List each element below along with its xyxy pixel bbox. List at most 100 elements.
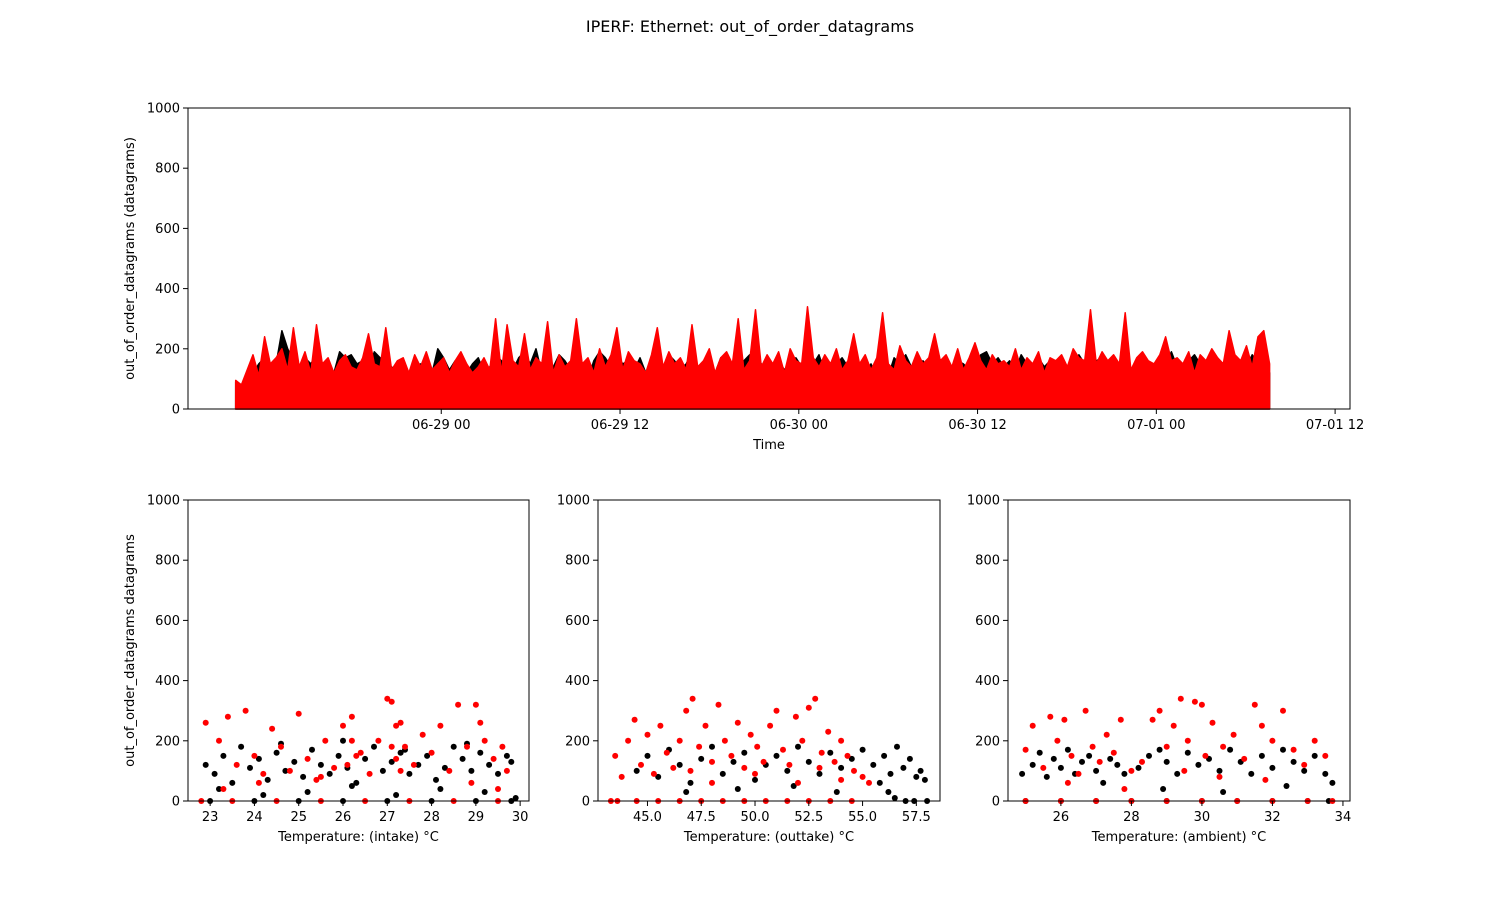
series-0-point	[917, 767, 924, 774]
series-1-point	[1022, 746, 1029, 753]
series-1-point	[495, 786, 501, 792]
series-1-point	[202, 719, 209, 726]
y-tick-label: 400	[565, 674, 590, 689]
series-1-point	[851, 767, 857, 774]
series-1-point	[752, 770, 758, 777]
series-0-point	[644, 752, 651, 759]
series-0-point	[676, 761, 683, 768]
series-1-point	[1216, 773, 1223, 780]
series-0-point	[1174, 770, 1181, 777]
series-1-point	[1064, 779, 1071, 786]
series-1-point	[644, 731, 651, 738]
series-0-point	[1258, 752, 1265, 759]
series-1-point	[260, 770, 267, 777]
figure-title: IPERF: Ethernet: out_of_order_datagrams	[586, 17, 914, 37]
series-0-point	[1064, 746, 1071, 753]
axes-frame	[187, 107, 1351, 410]
series-1-point	[393, 755, 400, 762]
x-tick-label: 06-29 00	[412, 418, 470, 433]
series-1-point	[1311, 737, 1318, 744]
series-0-point	[848, 755, 855, 762]
x-tick-label: 52.5	[794, 810, 823, 825]
series-0-point	[353, 779, 360, 786]
series-1-point	[702, 722, 709, 729]
series-1-point	[831, 758, 838, 765]
series-1-point	[650, 770, 657, 777]
series-1-point	[388, 743, 395, 750]
series-1-point	[786, 761, 793, 768]
series-1-point	[618, 773, 625, 780]
series-1-point	[1121, 786, 1128, 792]
series-0-point	[1248, 770, 1255, 777]
series-0-point	[790, 783, 797, 789]
x-axis-label: Temperature: (outtake) °C	[683, 830, 854, 845]
series-1-point	[1181, 767, 1188, 774]
x-tick-label: 06-30 00	[770, 418, 828, 433]
series-0-point	[415, 761, 422, 768]
series-1-point	[1280, 707, 1286, 714]
x-tick-label: 23	[202, 810, 219, 825]
series-0-point	[1311, 752, 1318, 759]
x-tick-label: 28	[423, 810, 440, 825]
series-1-point	[397, 767, 404, 774]
series-1-point	[1054, 737, 1061, 744]
series-0-point	[220, 752, 227, 759]
series-0-point	[388, 758, 395, 765]
timeseries-panel: 0 200 400 600 800 1000 06-29 00 06-29 12 06-30 0…	[123, 102, 1364, 454]
series-0-point	[1280, 746, 1286, 753]
series-0-point	[870, 761, 877, 768]
series-0-point	[687, 779, 694, 786]
series-0-point	[1019, 770, 1026, 777]
series-1-point	[734, 719, 741, 726]
series-1-point	[1096, 758, 1103, 765]
series-0-point	[913, 773, 920, 780]
scatter-outtake-panel: 0 200 400 600 800 1000 45.0 47.5 50.0 52.5 55.0 57.…	[557, 494, 941, 845]
series-0-point	[216, 786, 222, 792]
series-0-point	[734, 786, 741, 792]
series-0-point	[481, 789, 488, 795]
y-tick-label: 800	[565, 554, 590, 569]
series-0-point	[229, 779, 236, 786]
series-1-point	[490, 755, 497, 762]
series-1-point	[1139, 758, 1145, 765]
series-0-point	[304, 789, 311, 795]
series-0-point	[1290, 758, 1297, 765]
series-0-point	[247, 764, 253, 771]
series-0-point	[805, 758, 812, 765]
series-1-point	[687, 767, 694, 774]
series-1-point	[220, 786, 227, 792]
series-0-point	[397, 749, 404, 756]
series-0-point	[1184, 749, 1191, 756]
series-0-point	[1135, 764, 1142, 771]
series-0-point	[264, 776, 271, 783]
x-tick-label: 28	[1123, 810, 1140, 825]
series-0-point	[1195, 761, 1202, 768]
y-tick-label: 600	[565, 614, 590, 629]
y-tick-label: 800	[155, 162, 180, 177]
series-1-point	[747, 731, 754, 738]
series-0-point	[459, 755, 466, 762]
series-0-point	[655, 773, 662, 780]
x-tick-label: 32	[1264, 810, 1281, 825]
series-1-point	[357, 749, 364, 756]
series-1-point	[709, 758, 715, 765]
series-1-point	[825, 728, 832, 735]
series-1-point	[657, 722, 664, 729]
series-1-point	[446, 767, 453, 774]
series-1-point	[773, 707, 780, 714]
series-0-point	[881, 752, 888, 759]
series-1-point	[816, 764, 823, 771]
x-tick-label: 07-01 12	[1306, 418, 1364, 433]
series-0-point	[202, 761, 209, 768]
y-tick-label: 600	[975, 614, 1000, 629]
series-0-point	[335, 752, 342, 759]
y-tick-label: 800	[155, 554, 180, 569]
x-tick-label: 24	[246, 810, 263, 825]
y-tick-label: 1000	[147, 494, 180, 509]
x-tick-label: 57.5	[902, 810, 931, 825]
series-1-point	[1089, 743, 1096, 750]
series-0-point	[784, 767, 791, 774]
y-axis-label: out_of_order_datagrams (datagrams)	[123, 137, 138, 380]
x-tick-label: 47.5	[687, 810, 716, 825]
